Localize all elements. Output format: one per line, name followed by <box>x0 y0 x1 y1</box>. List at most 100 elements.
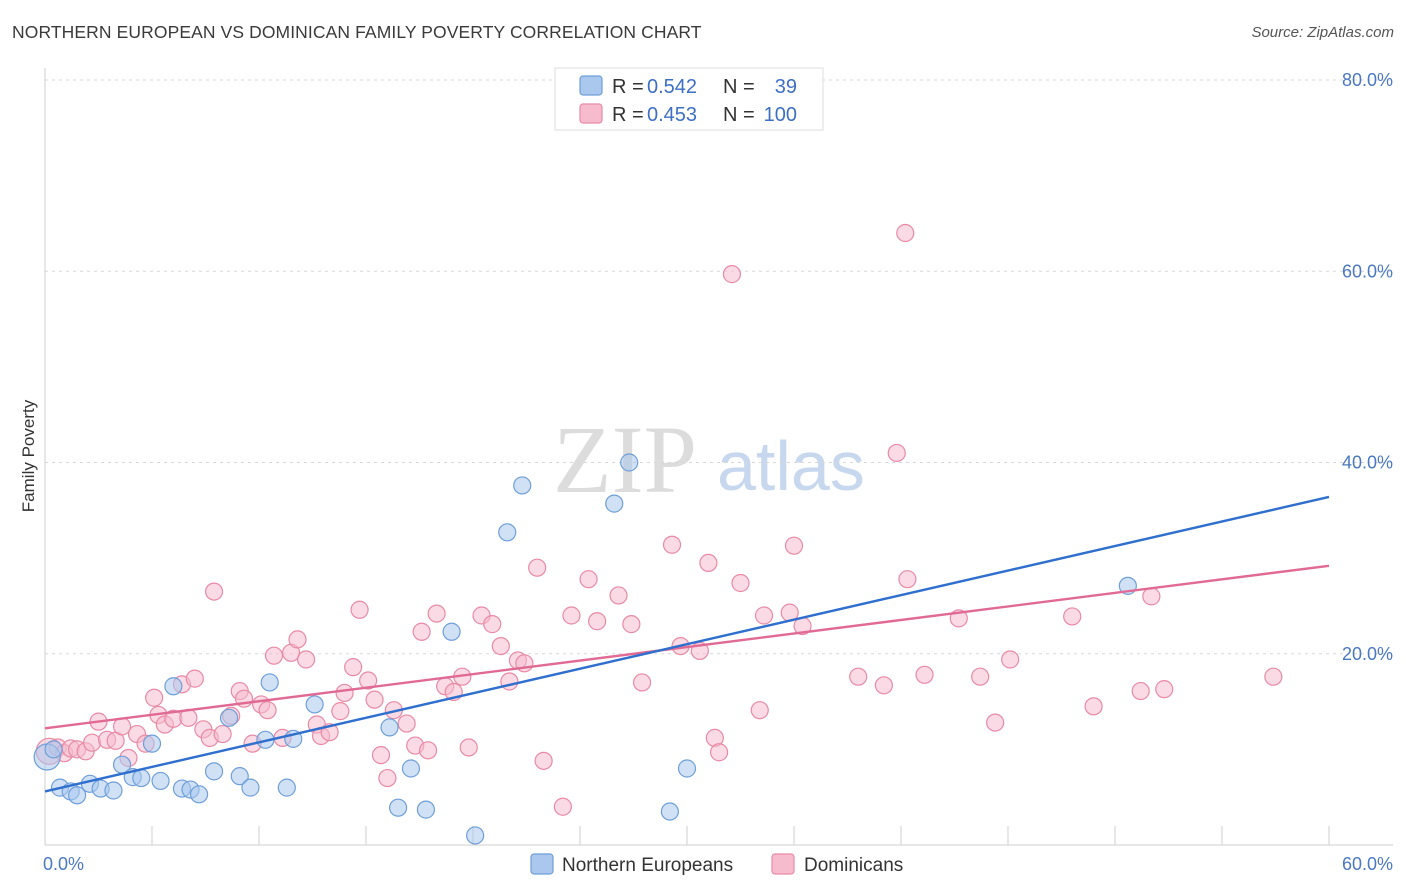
northern-europeans-point <box>401 759 421 778</box>
northern-europeans-point <box>605 494 624 513</box>
dominicans-point <box>553 797 572 816</box>
dominicans-point <box>874 676 893 695</box>
dominicans-point <box>579 570 598 589</box>
dominicans-point <box>754 606 774 625</box>
source-label: Source: ZipAtlas.com <box>1251 24 1394 41</box>
northern-europeans-point <box>466 826 485 845</box>
y-tick-label-20: 20.0% <box>1342 644 1393 664</box>
dominicans-point <box>971 667 990 686</box>
x-axis-ticks <box>44 826 1330 845</box>
dominicans-point <box>397 714 416 733</box>
dominicans-point <box>849 667 868 686</box>
dominicans-point <box>896 223 915 243</box>
dominicans-point <box>185 669 204 688</box>
dominicans-point <box>365 690 384 709</box>
dominicans-point <box>622 615 641 634</box>
chart-title: NORTHERN EUROPEAN VS DOMINICAN FAMILY PO… <box>12 22 702 42</box>
dominicans-point <box>213 724 232 744</box>
legend-label-northern-europeans: Northern Europeans <box>562 855 733 876</box>
dominicans-point <box>1142 587 1161 606</box>
legend-label-dominicans: Dominicans <box>804 855 903 876</box>
dominicans-point <box>427 604 446 623</box>
northern-europeans-point <box>241 778 260 797</box>
dominicans-point <box>632 673 652 692</box>
dominicans-point <box>709 743 729 762</box>
dominicans-point <box>344 658 363 677</box>
y-tick-label-40: 40.0% <box>1342 453 1393 473</box>
northern-europeans-point <box>151 771 170 791</box>
dominicans-point <box>82 733 102 752</box>
legend-swatch-blue <box>579 75 603 96</box>
dominicans-point <box>898 570 917 589</box>
x-tick-label-max: 60.0% <box>1342 854 1393 874</box>
northern-europeans-point <box>677 759 697 778</box>
dominicans-point <box>915 665 934 684</box>
legend-n-value-2: 100 <box>764 104 797 126</box>
trend-lines <box>44 495 1330 793</box>
y-axis-label: Family Poverty <box>19 399 38 512</box>
dominicans-point <box>459 738 478 757</box>
northern-europeans-point <box>230 767 249 786</box>
dominicans-point <box>699 553 718 573</box>
dominicans-point <box>378 768 397 788</box>
legend-r-label-2: R = <box>612 104 644 126</box>
northern-europeans-point <box>189 785 209 804</box>
northern-europeans-point <box>104 781 123 800</box>
northern-europeans-point <box>277 778 296 797</box>
gridlines <box>45 79 1393 655</box>
legend-r-value-2: 0.453 <box>647 104 697 126</box>
northern-europeans-point <box>513 476 532 495</box>
legend-n-label-2: N = <box>723 104 755 126</box>
dominicans-point <box>534 751 553 770</box>
correlation-legend: R = 0.542 N = 39 R = 0.453 N = 100 <box>554 67 824 131</box>
dominicans-point <box>491 636 510 656</box>
legend-n-label-1: N = <box>723 76 755 98</box>
dominicans-point <box>1063 607 1082 626</box>
legend-swatch-dominicans <box>771 853 795 875</box>
axes <box>44 68 1393 846</box>
dominicans-point <box>750 701 769 720</box>
northern-europeans-point <box>380 718 399 737</box>
dominicans-point <box>1155 680 1174 699</box>
dominicans-point <box>258 701 277 720</box>
northern-europeans-point <box>132 768 151 788</box>
legend-r-label-1: R = <box>612 76 644 98</box>
legend-r-value-1: 0.542 <box>647 76 697 98</box>
dominicans-point <box>662 535 682 554</box>
series-legend: Northern Europeans Dominicans <box>530 853 903 876</box>
y-tick-label-60: 60.0% <box>1342 261 1393 281</box>
northern-europeans-point <box>142 734 162 753</box>
dominicans-point <box>335 683 354 703</box>
dominicans-point <box>418 741 438 760</box>
northern-europeans-point <box>219 708 239 727</box>
dominicans-point <box>359 671 378 690</box>
legend-n-value-1: 39 <box>775 76 797 98</box>
dominicans-point <box>204 582 224 601</box>
northern-europeans-point <box>442 622 461 641</box>
dominicans-point <box>731 573 750 593</box>
northern-europeans-point <box>660 802 679 821</box>
dominicans-point <box>331 702 350 721</box>
dominicans-point <box>562 606 581 625</box>
dominicans-point <box>986 713 1005 732</box>
northern-europeans-point <box>620 453 639 472</box>
northern-europeans-point <box>305 695 324 714</box>
dominicans-point <box>296 650 316 669</box>
dominicans-point <box>1084 697 1103 716</box>
northern-europeans-trend-line <box>44 495 1330 793</box>
dominicans-trend-line <box>44 564 1330 730</box>
dominicans-point <box>1001 650 1020 669</box>
dominicans-point <box>1131 681 1150 701</box>
dominicans-point <box>609 586 628 605</box>
legend-swatch-northern-europeans <box>530 853 554 875</box>
northern-europeans-point <box>389 798 408 817</box>
dominicans-point <box>412 622 431 641</box>
dominicans-point <box>528 558 547 577</box>
watermark: ZIP atlas <box>553 406 865 513</box>
watermark-atlas: atlas <box>717 427 865 505</box>
dominicans-point <box>887 443 906 463</box>
northern-europeans-point <box>204 762 224 781</box>
y-axis-tick-labels: 20.0% 40.0% 60.0% 80.0% <box>1342 70 1393 664</box>
dominicans-point <box>784 536 804 555</box>
